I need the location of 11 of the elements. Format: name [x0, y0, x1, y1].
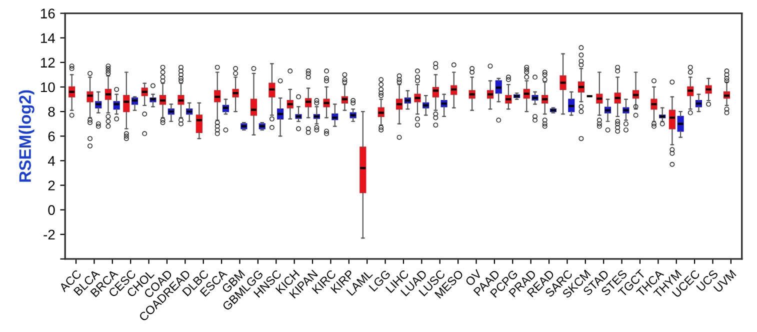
- y-tick-label: -2: [44, 230, 55, 240]
- y-tick-label: 16: [40, 8, 55, 18]
- y-tick-label: 0: [48, 205, 55, 215]
- y-tick-label: 2: [48, 180, 55, 190]
- y-axis-title: RSEM(log2): [18, 90, 34, 182]
- y-tick-label: 12: [40, 58, 55, 68]
- y-tick-label: 6: [48, 131, 55, 142]
- y-tick-label: 14: [40, 33, 55, 43]
- y-tick-label: 4: [48, 156, 55, 166]
- y-tick-label: 10: [40, 82, 55, 92]
- y-tick-label: 8: [48, 106, 55, 117]
